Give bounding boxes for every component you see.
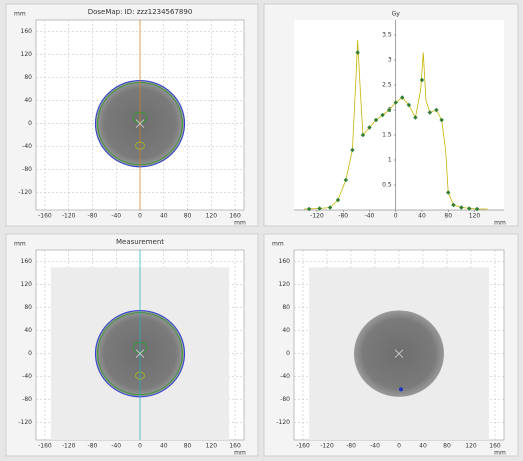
y-unit: mm — [14, 11, 26, 18]
x-tick-label: 80 — [184, 213, 192, 220]
y-tick-label: -40 — [280, 373, 290, 380]
panel-title: DoseMap: ID: zzz1234567890 — [88, 8, 193, 16]
x-tick-label: -40 — [111, 443, 121, 450]
x-tick-label: -80 — [88, 213, 98, 220]
x-tick-label: -40 — [370, 443, 380, 450]
y-tick-label: 160 — [21, 28, 33, 35]
x-tick-label: 80 — [443, 443, 451, 450]
x-tick-label: -120 — [310, 213, 324, 220]
y-tick-label: 40 — [24, 97, 32, 104]
x-tick-label: -80 — [88, 443, 98, 450]
y-tick-label: 80 — [24, 74, 32, 81]
x-tick-label: 120 — [465, 443, 477, 450]
x-tick-label: -160 — [38, 443, 52, 450]
x-tick-label: 160 — [229, 213, 241, 220]
screen: DoseMap: ID: zzz1234567890 -160 -120 -80 -40… — [0, 0, 523, 461]
x-tick-label: 0 — [138, 443, 142, 450]
panel-title: Measurement — [116, 238, 164, 246]
y-tick-label: 0 — [28, 120, 32, 127]
y-unit: Gy — [392, 11, 401, 18]
x-tick-label: -80 — [346, 443, 356, 450]
plot-area — [294, 20, 504, 210]
x-tick-label: 120 — [206, 443, 218, 450]
y-tick-label: 0.5 — [382, 182, 392, 189]
x-tick-label: 40 — [419, 443, 427, 450]
y-tick-label: 1 — [388, 157, 392, 164]
x-tick-label: 40 — [418, 213, 426, 220]
x-unit: mm — [494, 450, 506, 457]
y-tick-label: 3.5 — [382, 32, 392, 39]
x-tick-label: 80 — [444, 213, 452, 220]
x-tick-label: 80 — [184, 443, 192, 450]
x-tick-label: -40 — [111, 213, 121, 220]
x-tick-label: -120 — [62, 443, 76, 450]
y-tick-label: 40 — [24, 327, 32, 334]
y-tick-label: 80 — [282, 304, 290, 311]
y-tick-label: 1.5 — [382, 132, 392, 139]
y-tick-label: -80 — [280, 396, 290, 403]
y-unit: mm — [272, 241, 284, 248]
x-tick-label: 160 — [489, 443, 501, 450]
x-tick-label: -40 — [365, 213, 375, 220]
y-tick-label: -80 — [22, 396, 32, 403]
y-tick-label: 3 — [388, 57, 392, 64]
x-tick-label: -160 — [296, 443, 310, 450]
x-tick-label: 0 — [138, 213, 142, 220]
x-tick-label: 0 — [394, 213, 398, 220]
y-unit: mm — [14, 241, 26, 248]
y-tick-label: -40 — [22, 373, 32, 380]
x-tick-label: -160 — [38, 213, 52, 220]
x-unit: mm — [494, 220, 506, 227]
y-tick-label: -120 — [18, 189, 32, 196]
x-tick-label: 40 — [160, 443, 168, 450]
x-tick-label: 160 — [229, 443, 241, 450]
y-tick-label: 120 — [21, 51, 33, 58]
marker — [399, 387, 403, 391]
x-unit: mm — [234, 220, 246, 227]
y-tick-label: -120 — [276, 419, 290, 426]
y-tick-label: 160 — [21, 258, 33, 265]
y-tick-label: 0 — [286, 350, 290, 357]
y-tick-label: 0 — [28, 350, 32, 357]
y-tick-label: 80 — [24, 304, 32, 311]
y-tick-label: -40 — [22, 143, 32, 150]
x-tick-label: -120 — [320, 443, 334, 450]
y-tick-label: -80 — [22, 166, 32, 173]
x-tick-label: 40 — [160, 213, 168, 220]
x-tick-label: 120 — [469, 213, 481, 220]
y-tick-label: 40 — [282, 327, 290, 334]
x-tick-label: 0 — [397, 443, 401, 450]
y-tick-label: 160 — [279, 258, 291, 265]
x-unit: mm — [234, 450, 246, 457]
y-tick-label: 120 — [21, 281, 33, 288]
y-tick-label: 2.5 — [382, 82, 392, 89]
x-tick-label: -80 — [338, 213, 348, 220]
x-tick-label: -120 — [62, 213, 76, 220]
x-tick-label: 120 — [206, 213, 218, 220]
y-tick-label: -120 — [18, 419, 32, 426]
page: DoseMap: ID: zzz1234567890 -160 -120 -80 -40… — [0, 0, 523, 461]
y-tick-label: 120 — [279, 281, 291, 288]
